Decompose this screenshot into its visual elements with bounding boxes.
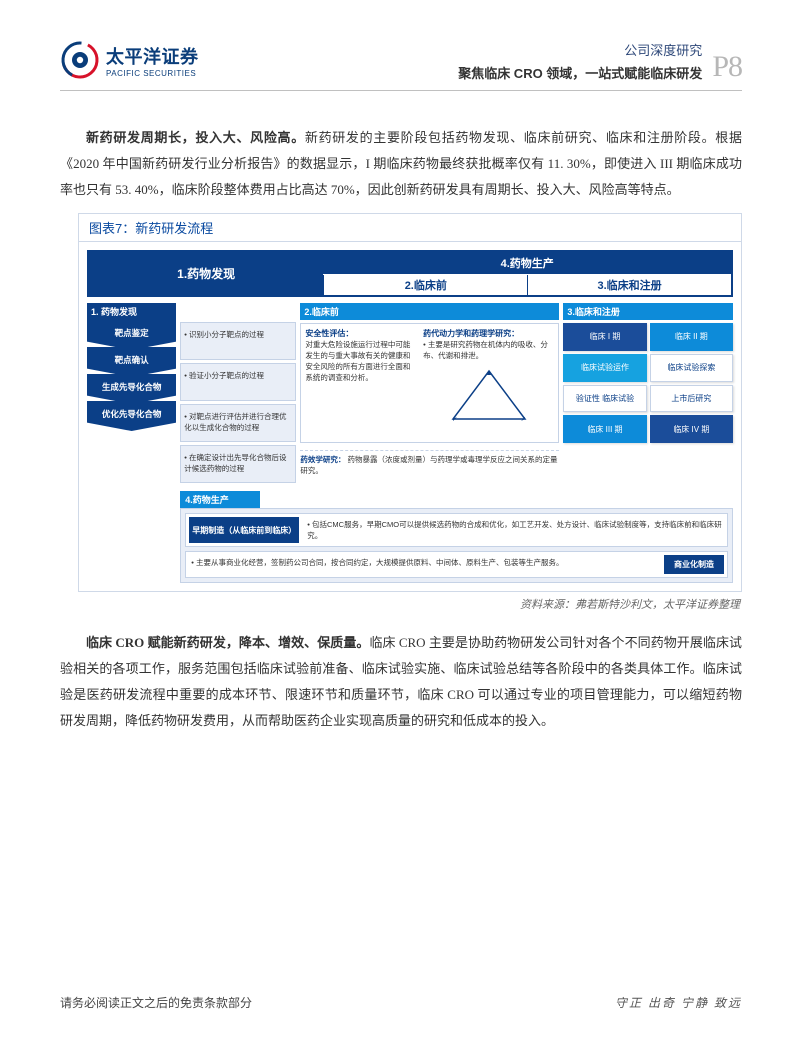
page-header: 太平洋证券 PACIFIC SECURITIES 公司深度研究 聚焦临床 CRO… bbox=[60, 40, 742, 91]
top-discovery: 1.药物发现 bbox=[89, 252, 323, 295]
paragraph-2: 临床 CRO 赋能新药研发，降本、增效、保质量。临床 CRO 主要是协助药物研发… bbox=[60, 630, 742, 734]
clin-phase-2: 临床 II 期 bbox=[650, 323, 733, 351]
triangle-diagram bbox=[423, 365, 554, 427]
para2-lead: 临床 CRO 赋能新药研发，降本、增效、保质量。 bbox=[86, 635, 369, 650]
clin-phase-3: 临床 III 期 bbox=[563, 415, 646, 443]
figure-frame: 1.药物发现 4.药物生产 2.临床前 3.临床和注册 1. 药物发现 靶点鉴定… bbox=[78, 241, 742, 592]
page-footer: 请务必阅读正文之后的免责条款部分 守正 出奇 宁静 致远 bbox=[60, 986, 742, 1011]
pk-body: 主要是研究药物在机体内的吸收、分布、代谢和排泄。 bbox=[423, 340, 548, 360]
logo: 太平洋证券 PACIFIC SECURITIES bbox=[60, 40, 199, 80]
doc-category: 公司深度研究 bbox=[458, 40, 702, 59]
prod-row2-tail: 商业化制造 bbox=[664, 555, 724, 574]
paragraph-1: 新药研发周期长，投入大、风险高。新药研发的主要阶段包括药物发现、临床前研究、临床… bbox=[60, 125, 742, 203]
footer-motto: 守正 出奇 宁静 致远 bbox=[615, 994, 742, 1011]
col-discovery-chevrons: 1. 药物发现 靶点鉴定 靶点确认 生成先导化合物 优化先导化合物 bbox=[87, 303, 176, 483]
desc-3: • 对靶点进行评估并进行合理优化以生成化合物的过程 bbox=[180, 404, 296, 442]
col1-head: 1. 药物发现 bbox=[87, 303, 176, 320]
clin-confirm: 验证性 临床试验 bbox=[563, 385, 646, 413]
col-clinical: 3.临床和注册 临床 I 期 临床 II 期 临床试验运作 临床试验探索 验证性… bbox=[563, 303, 733, 483]
top-preclinical: 2.临床前 bbox=[323, 275, 527, 295]
clin-phase-4: 临床 IV 期 bbox=[650, 415, 733, 443]
prod-row1-label: 早期制造（从临床前到临床） bbox=[189, 517, 299, 543]
desc-4: • 在确定设计出先导化合物后设计候选药物的过程 bbox=[180, 445, 296, 483]
chevron-2: 靶点确认 bbox=[87, 347, 176, 377]
figure-title: 图表7：新药研发流程 bbox=[78, 213, 742, 241]
desc-1: • 识别小分子靶点的过程 bbox=[180, 322, 296, 360]
page-number: P8 bbox=[712, 52, 742, 82]
top-production: 4.药物生产 bbox=[323, 252, 731, 275]
safety-title: 安全性评估： bbox=[305, 328, 417, 339]
drug-rd-flowchart: 1.药物发现 4.药物生产 2.临床前 3.临床和注册 1. 药物发现 靶点鉴定… bbox=[87, 250, 733, 583]
desc-2: • 验证小分子靶点的过程 bbox=[180, 363, 296, 401]
col3-head: 3.临床和注册 bbox=[563, 303, 733, 320]
figure-7: 图表7：新药研发流程 1.药物发现 4.药物生产 2.临床前 3.临床和注册 1… bbox=[78, 213, 742, 612]
chevron-1: 靶点鉴定 bbox=[87, 320, 176, 350]
para1-lead: 新药研发周期长，投入大、风险高。 bbox=[86, 130, 305, 145]
production-section: 4.药物生产 早期制造（从临床前到临床） • 包括CMC服务，早期CMO可以提供… bbox=[180, 491, 733, 583]
pharmacology-row: 药效学研究： 药物暴露（浓度或剂量）与药理学或毒理学反应之间关系的定量研究。 bbox=[300, 450, 559, 476]
logo-text-en: PACIFIC SECURITIES bbox=[106, 69, 199, 78]
clin-phase-1: 临床 I 期 bbox=[563, 323, 646, 351]
col2-head: 2.临床前 bbox=[300, 303, 559, 320]
logo-icon bbox=[60, 40, 100, 80]
clin-trial-explore: 临床试验探索 bbox=[650, 354, 733, 382]
clin-trial-ops: 临床试验运作 bbox=[563, 354, 646, 382]
figure-source: 资料来源：弗若斯特沙利文，太平洋证券整理 bbox=[78, 596, 742, 612]
chevron-4: 优化先导化合物 bbox=[87, 401, 176, 431]
footer-disclaimer: 请务必阅读正文之后的免责条款部分 bbox=[60, 994, 252, 1011]
col-preclinical: 2.临床前 安全性评估： 对重大危险设施运行过程中可能发生的与重大事故有关的健康… bbox=[300, 303, 559, 483]
top-clinical: 3.临床和注册 bbox=[527, 275, 731, 295]
prod-row2-desc: • 主要从事商业化经营，签制药公司合同，按合同约定，大规模提供原料、中间体、原料… bbox=[189, 555, 658, 574]
prod-head: 4.药物生产 bbox=[180, 491, 260, 508]
pk-title: 药代动力学和药理学研究： bbox=[423, 328, 554, 339]
safety-body: 对重大危险设施运行过程中可能发生的与重大事故有关的健康和安全风险的所有方面进行全… bbox=[305, 339, 417, 383]
logo-text-cn: 太平洋证券 bbox=[106, 43, 199, 69]
clin-postmarket: 上市后研究 bbox=[650, 385, 733, 413]
prod-row1-desc: • 包括CMC服务，早期CMO可以提供候选药物的合成和优化，如工艺开发、处方设计… bbox=[305, 517, 724, 543]
chevron-3: 生成先导化合物 bbox=[87, 374, 176, 404]
doc-title: 聚焦临床 CRO 领域，一站式赋能临床研发 bbox=[458, 63, 702, 82]
col-discovery-desc: • 识别小分子靶点的过程 • 验证小分子靶点的过程 • 对靶点进行评估并进行合理… bbox=[180, 303, 296, 483]
